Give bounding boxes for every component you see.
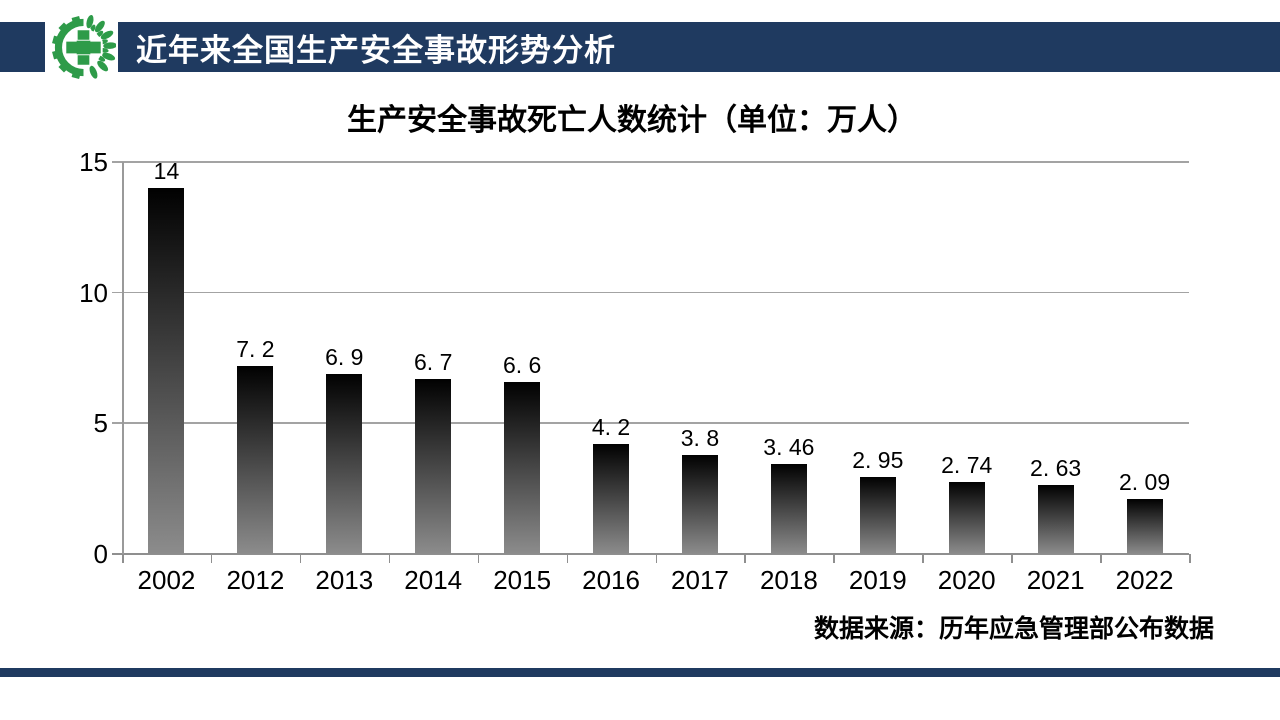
x-axis-label-2016: 2016 xyxy=(582,565,640,595)
bar-2015 xyxy=(504,381,541,554)
y-axis-tick-label: 0 xyxy=(93,539,108,569)
gridline-5 xyxy=(112,422,1189,424)
x-axis-label-2002: 2002 xyxy=(137,565,196,595)
x-axis-tick xyxy=(1189,554,1191,563)
x-axis-tick xyxy=(477,554,480,563)
bar-value-label-2022: 2. 09 xyxy=(1118,469,1171,496)
x-axis-tick xyxy=(1011,554,1013,563)
x-axis-tick xyxy=(122,554,124,563)
bar-2022 xyxy=(1126,499,1163,554)
bar-value-label-2016: 4. 2 xyxy=(591,414,631,441)
bar-value-label-2015: 6. 6 xyxy=(502,351,542,378)
bottom-accent-bar xyxy=(0,668,1280,677)
x-axis-tick xyxy=(744,554,746,563)
bar-value-label-2019: 2. 95 xyxy=(852,446,904,473)
x-axis-label-2019: 2019 xyxy=(848,565,907,595)
bar-2017 xyxy=(681,454,718,554)
x-axis-tick xyxy=(210,554,213,563)
bar-value-label-2012: 7. 2 xyxy=(236,335,275,362)
x-axis-label-2015: 2015 xyxy=(493,565,552,595)
x-axis-tick xyxy=(922,554,924,563)
bar-2021 xyxy=(1037,485,1074,554)
x-axis-label-2017: 2017 xyxy=(671,565,729,595)
bar-2016 xyxy=(593,444,630,554)
x-axis-label-2021: 2021 xyxy=(1026,565,1085,595)
bar-value-label-2013: 6. 9 xyxy=(325,343,364,370)
header-title: 近年来全国生产安全事故形势分析 xyxy=(136,32,616,68)
x-axis-label-2022: 2022 xyxy=(1115,565,1174,595)
bar-value-label-2002: 14 xyxy=(153,158,180,185)
x-axis-tick xyxy=(833,554,835,563)
y-axis-tick-label: 15 xyxy=(79,147,108,177)
bar-2020 xyxy=(948,482,985,554)
x-axis-label-2012: 2012 xyxy=(226,565,285,595)
bar-2014 xyxy=(415,378,452,554)
bar-2012 xyxy=(237,365,274,554)
x-axis-label-2018: 2018 xyxy=(759,565,818,595)
bar-value-label-2020: 2. 74 xyxy=(941,452,993,479)
work-safety-logo-icon xyxy=(52,14,116,79)
x-axis-tick xyxy=(655,554,657,563)
bar-2019 xyxy=(859,476,896,554)
x-axis-tick xyxy=(388,554,391,563)
y-axis-line xyxy=(122,162,124,554)
x-axis-tick xyxy=(566,554,569,563)
gridline-15 xyxy=(112,161,1189,163)
bar-2002 xyxy=(148,188,185,554)
y-axis-tick-label: 5 xyxy=(93,408,108,439)
bar-2013 xyxy=(326,373,363,554)
bar-2018 xyxy=(770,463,807,554)
y-axis-tick-label: 10 xyxy=(79,277,108,308)
data-source-note: 数据来源：历年应急管理部公布数据 xyxy=(813,615,1214,643)
bar-value-label-2014: 6. 7 xyxy=(414,348,453,375)
header-corner-block xyxy=(0,22,45,72)
x-axis-label-2014: 2014 xyxy=(404,565,463,595)
gridline-10 xyxy=(112,291,1189,294)
bar-value-label-2021: 2. 63 xyxy=(1030,455,1082,482)
x-axis-tick xyxy=(299,554,302,563)
x-axis-tick xyxy=(1100,554,1102,563)
x-axis-label-2020: 2020 xyxy=(937,565,996,595)
x-axis-label-2013: 2013 xyxy=(315,565,374,595)
chart-title: 生产安全事故死亡人数统计（单位：万人） xyxy=(347,104,917,137)
bar-value-label-2018: 3. 46 xyxy=(763,433,815,460)
header-bar: 近年来全国生产安全事故形势分析 xyxy=(118,22,1280,72)
x-axis-line xyxy=(112,553,1189,555)
bar-value-label-2017: 3. 8 xyxy=(680,424,720,451)
